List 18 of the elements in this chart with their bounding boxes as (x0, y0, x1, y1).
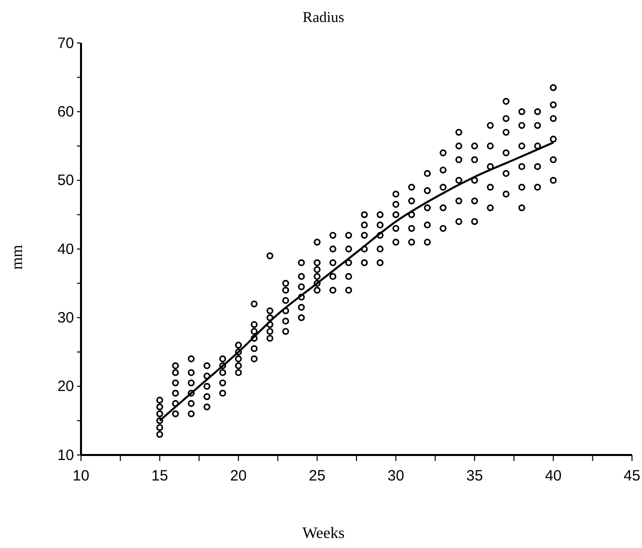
y-tick-label: 20 (57, 378, 74, 396)
y-tick-label: 30 (57, 309, 74, 326)
x-tick-label: 20 (230, 468, 247, 484)
y-tick-label: 10 (57, 446, 74, 464)
y-tick-label: 70 (57, 34, 74, 52)
x-tick-label: 45 (624, 468, 640, 484)
x-tick-label: 30 (388, 468, 404, 484)
y-tick-label: 40 (57, 240, 74, 258)
x-tick-label: 40 (544, 468, 562, 484)
x-axis-title: Weeks (302, 525, 345, 542)
chart-title: Radius (302, 10, 344, 26)
y-tick-label: 60 (57, 103, 74, 120)
x-tick-label: 10 (72, 468, 90, 484)
x-tick-label: 35 (466, 468, 483, 484)
x-tick-label: 25 (308, 468, 326, 484)
y-tick-label: 50 (57, 172, 74, 190)
x-tick-label: 15 (151, 468, 168, 484)
y-axis-title: mm (9, 244, 26, 270)
